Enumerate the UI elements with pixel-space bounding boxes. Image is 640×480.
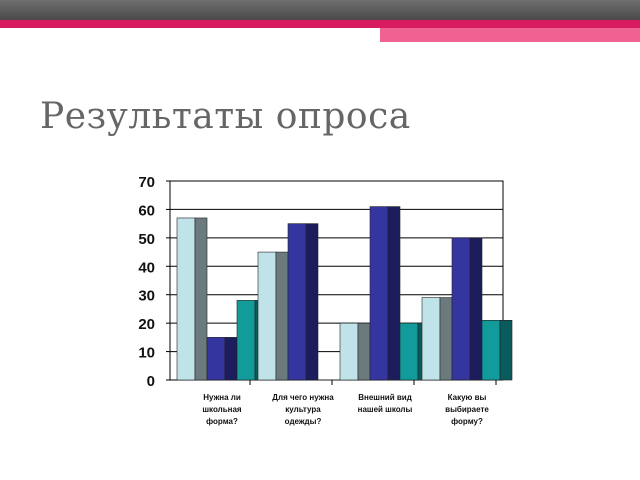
bar [206,337,226,381]
header-dark-band [0,0,640,20]
bar-side [194,217,208,381]
y-tick-label: 10 [138,345,155,362]
bar-side [357,322,371,381]
y-tick-label: 30 [138,288,155,305]
bar [451,237,471,381]
bar-side [439,297,453,381]
bar [339,322,359,381]
category-label: Для чего нужна [272,393,334,402]
category-label: форма? [206,417,238,426]
category-label: Какую вы [448,393,487,402]
header-pink-band [0,20,640,28]
bar [176,217,196,381]
y-tick-label: 20 [138,316,155,333]
category-label: Внешний вид [358,393,412,402]
y-tick-label: 60 [138,202,155,219]
bar [481,319,501,381]
bar-side [305,223,319,381]
y-tick-label: 50 [138,231,155,248]
category-label: выбираете [445,405,489,414]
y-tick-label: 0 [147,373,155,390]
bar [421,297,441,381]
bar-side [224,337,238,381]
category-label: одежды? [285,417,322,426]
y-tick-label: 70 [138,174,155,191]
bar [257,251,277,381]
bar-side [387,206,401,381]
header-pink-accent [380,28,640,42]
category-label: нашей школы [358,405,413,414]
bar-side [469,237,483,381]
bar-side [499,319,513,381]
category-label: школьная [202,405,242,414]
category-label: Нужна ли [203,393,241,402]
bar [399,322,419,381]
bar [369,206,389,381]
slide-title: Результаты опроса [40,96,411,137]
y-tick-label: 40 [138,259,155,276]
bar [287,223,307,381]
category-label: культура [285,405,321,414]
bar [236,300,256,381]
bar-side [275,251,289,381]
category-label: форму? [451,417,483,426]
